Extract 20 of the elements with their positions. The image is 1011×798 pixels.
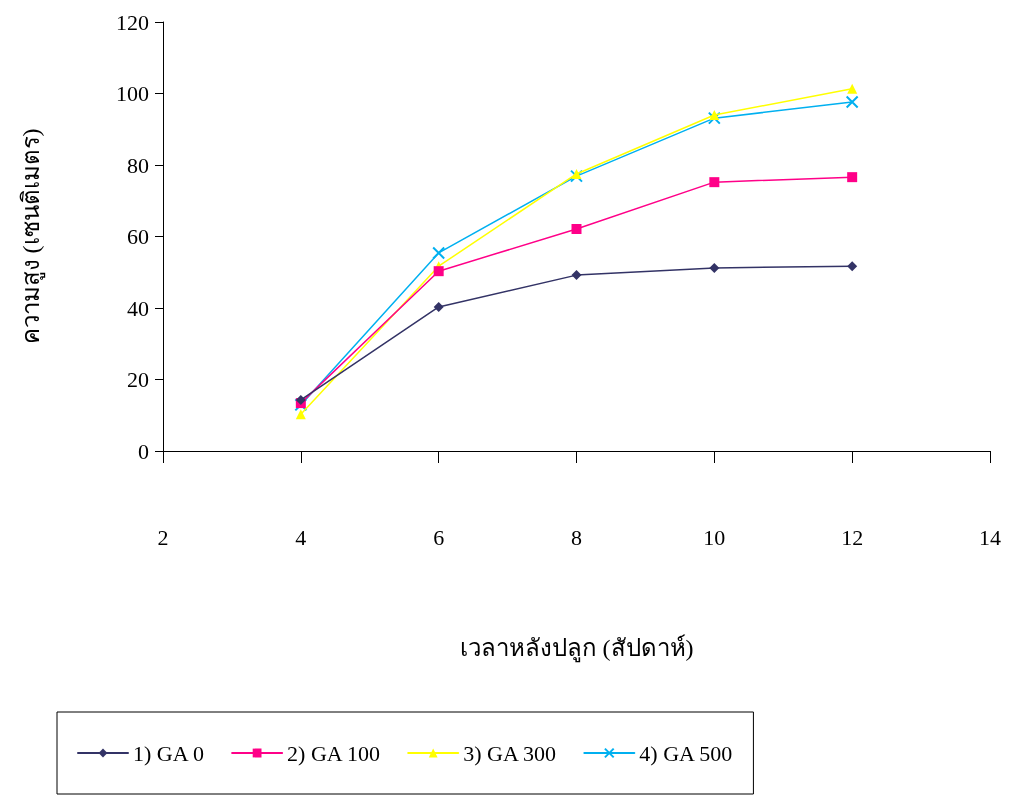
y-tick-label: 20 [127, 367, 149, 392]
legend-label: 4) GA 500 [639, 740, 733, 766]
legend-label: 3) GA 300 [463, 740, 557, 766]
x-tick-label: 8 [571, 524, 582, 550]
y-tick-label: 100 [116, 81, 149, 106]
y-axis-title: ความสูง (เซนติเมตร) [18, 128, 46, 345]
y-tick-label: 120 [116, 9, 149, 35]
x-tick-label: 12 [841, 524, 864, 550]
x-tick-label: 10 [703, 524, 726, 550]
x-tick-label: 6 [433, 524, 445, 550]
x-tick-label: 14 [979, 524, 1001, 550]
y-tick-label: 80 [127, 152, 149, 178]
y-tick-label: 0 [138, 438, 149, 464]
x-tick-label: 4 [295, 524, 307, 550]
y-tick-label: 60 [127, 224, 149, 249]
x-axis-title: เวลาหลังปลูก (สัปดาห์) [459, 634, 694, 663]
legend-label: 1) GA 0 [133, 740, 204, 766]
x-tick-label: 2 [157, 524, 169, 550]
legend-label: 2) GA 100 [287, 740, 380, 766]
y-tick-label: 40 [127, 295, 149, 321]
